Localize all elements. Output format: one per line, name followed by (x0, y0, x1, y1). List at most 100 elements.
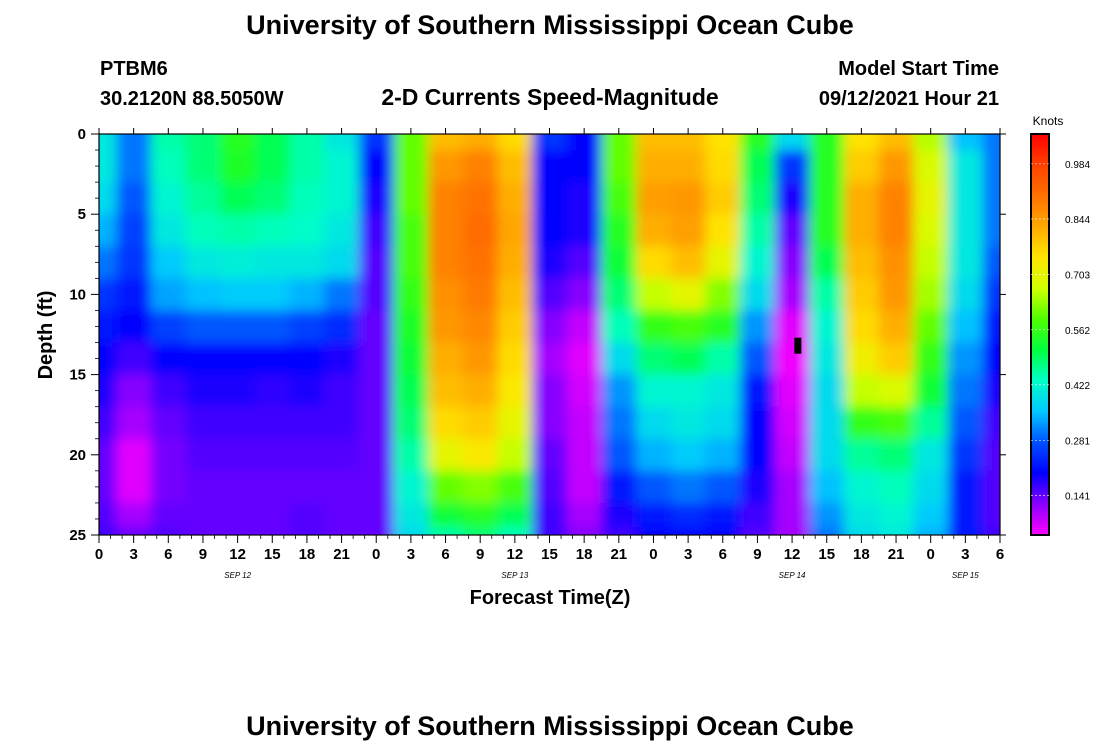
heat-cell (913, 182, 949, 215)
heat-cell (462, 150, 499, 183)
heat-cell (358, 246, 395, 280)
heat-cell (428, 526, 464, 535)
heat-cell (358, 374, 395, 408)
heat-cell (636, 246, 672, 280)
heat-cell (809, 246, 845, 280)
heat-cell (601, 310, 637, 344)
heat-cell (324, 278, 360, 312)
heat-cell (150, 310, 187, 344)
heat-cell (289, 134, 326, 151)
heat-cell (670, 150, 707, 183)
heat-cell (393, 526, 430, 535)
heat-cell (740, 526, 776, 535)
heat-cell (462, 438, 499, 472)
heat-cell (878, 310, 915, 344)
y-tick-label: 20 (69, 447, 86, 464)
heat-cell (220, 406, 256, 440)
heat-cell (636, 438, 672, 472)
colorbar-tick-label: 0.281 (1065, 436, 1090, 447)
heat-cell (289, 470, 326, 504)
heat-cell (774, 438, 811, 472)
x-tick-label: 12 (507, 546, 524, 563)
heat-cell (532, 278, 568, 312)
heat-cell (532, 374, 568, 408)
heat-cell (913, 342, 949, 376)
heat-cell (774, 310, 811, 344)
x-tick-label: 3 (129, 546, 137, 563)
colorbar-tick-label: 0.141 (1065, 491, 1090, 502)
heat-cell (99, 214, 118, 248)
heat-cell (150, 438, 187, 472)
heat-cell (99, 438, 118, 472)
heat-cell (324, 182, 360, 215)
heat-cell (150, 150, 187, 183)
heat-cell (913, 374, 949, 408)
heat-cell (393, 470, 430, 504)
colorbar-legend: Knots 0.141 0.281 0.422 0.562 0.703 0.844 0.98… (1030, 114, 1090, 536)
x-tick-label: 18 (853, 546, 870, 563)
heat-cell (948, 246, 984, 280)
heat-cell (774, 526, 811, 535)
heat-cell (116, 182, 152, 215)
heat-cell (497, 470, 533, 504)
heat-cell (809, 502, 845, 528)
heat-cell (428, 438, 464, 472)
heat-cell (428, 406, 464, 440)
colorbar-tick-label: 0.562 (1065, 326, 1090, 337)
heat-cell (948, 438, 984, 472)
heat-cell (601, 278, 637, 312)
y-tick-label: 5 (78, 206, 86, 223)
x-tick-label: 0 (649, 546, 657, 563)
heat-cell (566, 526, 603, 535)
heat-cell (601, 374, 637, 408)
heat-cell (636, 470, 672, 504)
heat-cell (878, 406, 915, 440)
x-tick-label: 3 (407, 546, 415, 563)
heat-cell (948, 342, 984, 376)
heat-cell (358, 502, 395, 528)
heat-cell (220, 182, 256, 215)
heat-cell (254, 182, 291, 215)
heat-cell (670, 342, 707, 376)
heat-cell (982, 406, 1000, 440)
heat-cell (809, 150, 845, 183)
heat-cell (705, 310, 741, 344)
heat-cell (705, 246, 741, 280)
heat-cell (358, 342, 395, 376)
heat-cell (497, 246, 533, 280)
heat-cell (393, 150, 430, 183)
heat-cell (982, 150, 1000, 183)
heat-cell (601, 526, 637, 535)
heat-cell (636, 134, 672, 151)
heat-cell (566, 134, 603, 151)
heat-cell (705, 470, 741, 504)
heat-cell (705, 278, 741, 312)
heat-cell (116, 502, 152, 528)
heat-cell (324, 310, 360, 344)
heat-cell (150, 470, 187, 504)
heat-cell (705, 438, 741, 472)
heat-cell (636, 374, 672, 408)
heat-cell (566, 310, 603, 344)
heat-cell (99, 134, 118, 151)
heat-cell (462, 374, 499, 408)
heat-cell (601, 502, 637, 528)
colorbar-bar (1030, 133, 1050, 536)
x-tick-label: 21 (888, 546, 905, 563)
heat-cell (532, 502, 568, 528)
x-tick-label: 3 (684, 546, 692, 563)
heat-cell (705, 182, 741, 215)
date-label: SEP 13 (501, 571, 528, 580)
heat-cell (948, 150, 984, 183)
heat-cell (116, 246, 152, 280)
y-tick-label: 0 (78, 126, 86, 143)
heat-cell (462, 342, 499, 376)
heat-cell (185, 374, 222, 408)
heat-cell (324, 246, 360, 280)
heat-cell (254, 214, 291, 248)
heat-cell (220, 470, 256, 504)
heat-cell (220, 134, 256, 151)
heat-cell (566, 470, 603, 504)
heat-cell (254, 278, 291, 312)
heat-cell (185, 470, 222, 504)
